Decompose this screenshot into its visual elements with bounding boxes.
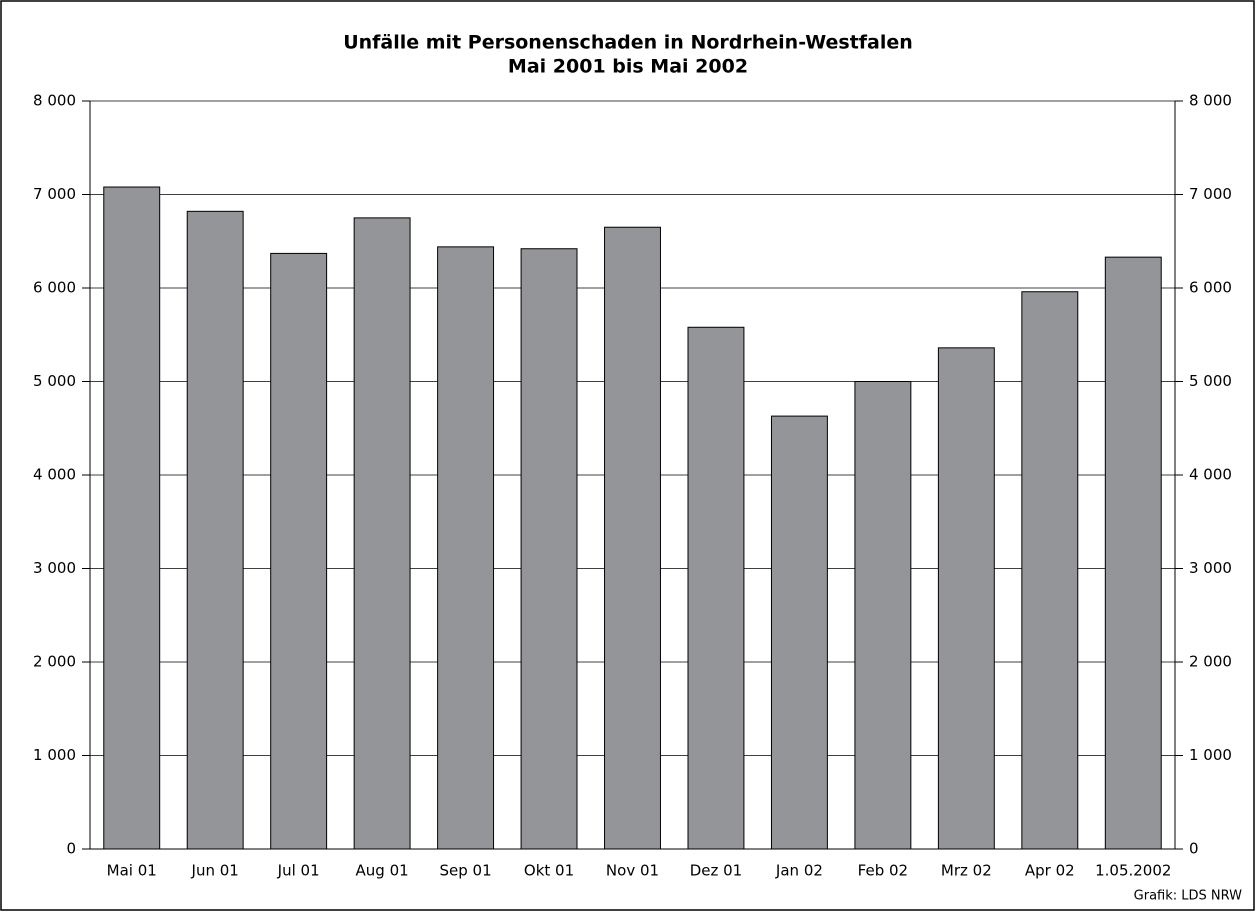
y2-tick-label: 0 [1189,840,1199,858]
x-tick-label: Jun 01 [191,862,239,880]
bar [937,347,995,850]
x-tick-label: Okt 01 [524,862,574,880]
x-tick-label: Mrz 02 [941,862,992,880]
y-tick-label: 5 000 [33,372,76,390]
bar [437,246,495,850]
x-tick-label: Apr 02 [1025,862,1075,880]
y-tick-label: 8 000 [33,92,76,110]
chart-title: Unfälle mit Personenschaden in Nordrhein… [343,32,913,54]
y-tick-label: 7 000 [33,185,76,203]
bar [770,415,828,850]
x-tick-label: Dez 01 [690,862,743,880]
x-tick-label: Feb 02 [858,862,908,880]
bar [270,252,328,850]
y2-tick-label: 7 000 [1189,185,1232,203]
bar [687,326,745,850]
bar [854,381,912,850]
y2-tick-label: 2 000 [1189,653,1232,671]
x-tick-label: Nov 01 [606,862,659,880]
y-tick-label: 1 000 [33,746,76,764]
y2-tick-label: 4 000 [1189,466,1232,484]
y2-tick-label: 5 000 [1189,372,1232,390]
y-tick-label: 6 000 [33,279,76,297]
y-tick-label: 3 000 [33,559,76,577]
bar [604,226,661,850]
x-tick-label: 1.05.2002 [1095,862,1171,880]
chart-subtitle: Mai 2001 bis Mai 2002 [508,56,748,78]
x-tick-label: Jul 01 [277,862,320,880]
x-tick-label: Aug 01 [356,862,409,880]
bar [186,210,244,850]
x-tick-label: Sep 01 [440,862,492,880]
bar [1021,291,1079,850]
y-tick-label: 2 000 [33,653,76,671]
y2-tick-label: 6 000 [1189,279,1232,297]
bar [353,217,411,850]
x-tick-label: Jan 02 [775,862,823,880]
bar [1104,256,1162,850]
source-note: Grafik: LDS NRW [1134,889,1242,904]
y-tick-label: 4 000 [33,466,76,484]
y2-tick-label: 1 000 [1189,746,1232,764]
x-tick-label: Mai 01 [107,862,157,880]
bar [103,186,161,850]
y-tick-label: 0 [66,840,76,858]
y2-tick-label: 3 000 [1189,559,1232,577]
y2-tick-label: 8 000 [1189,92,1232,110]
bar [520,248,578,850]
